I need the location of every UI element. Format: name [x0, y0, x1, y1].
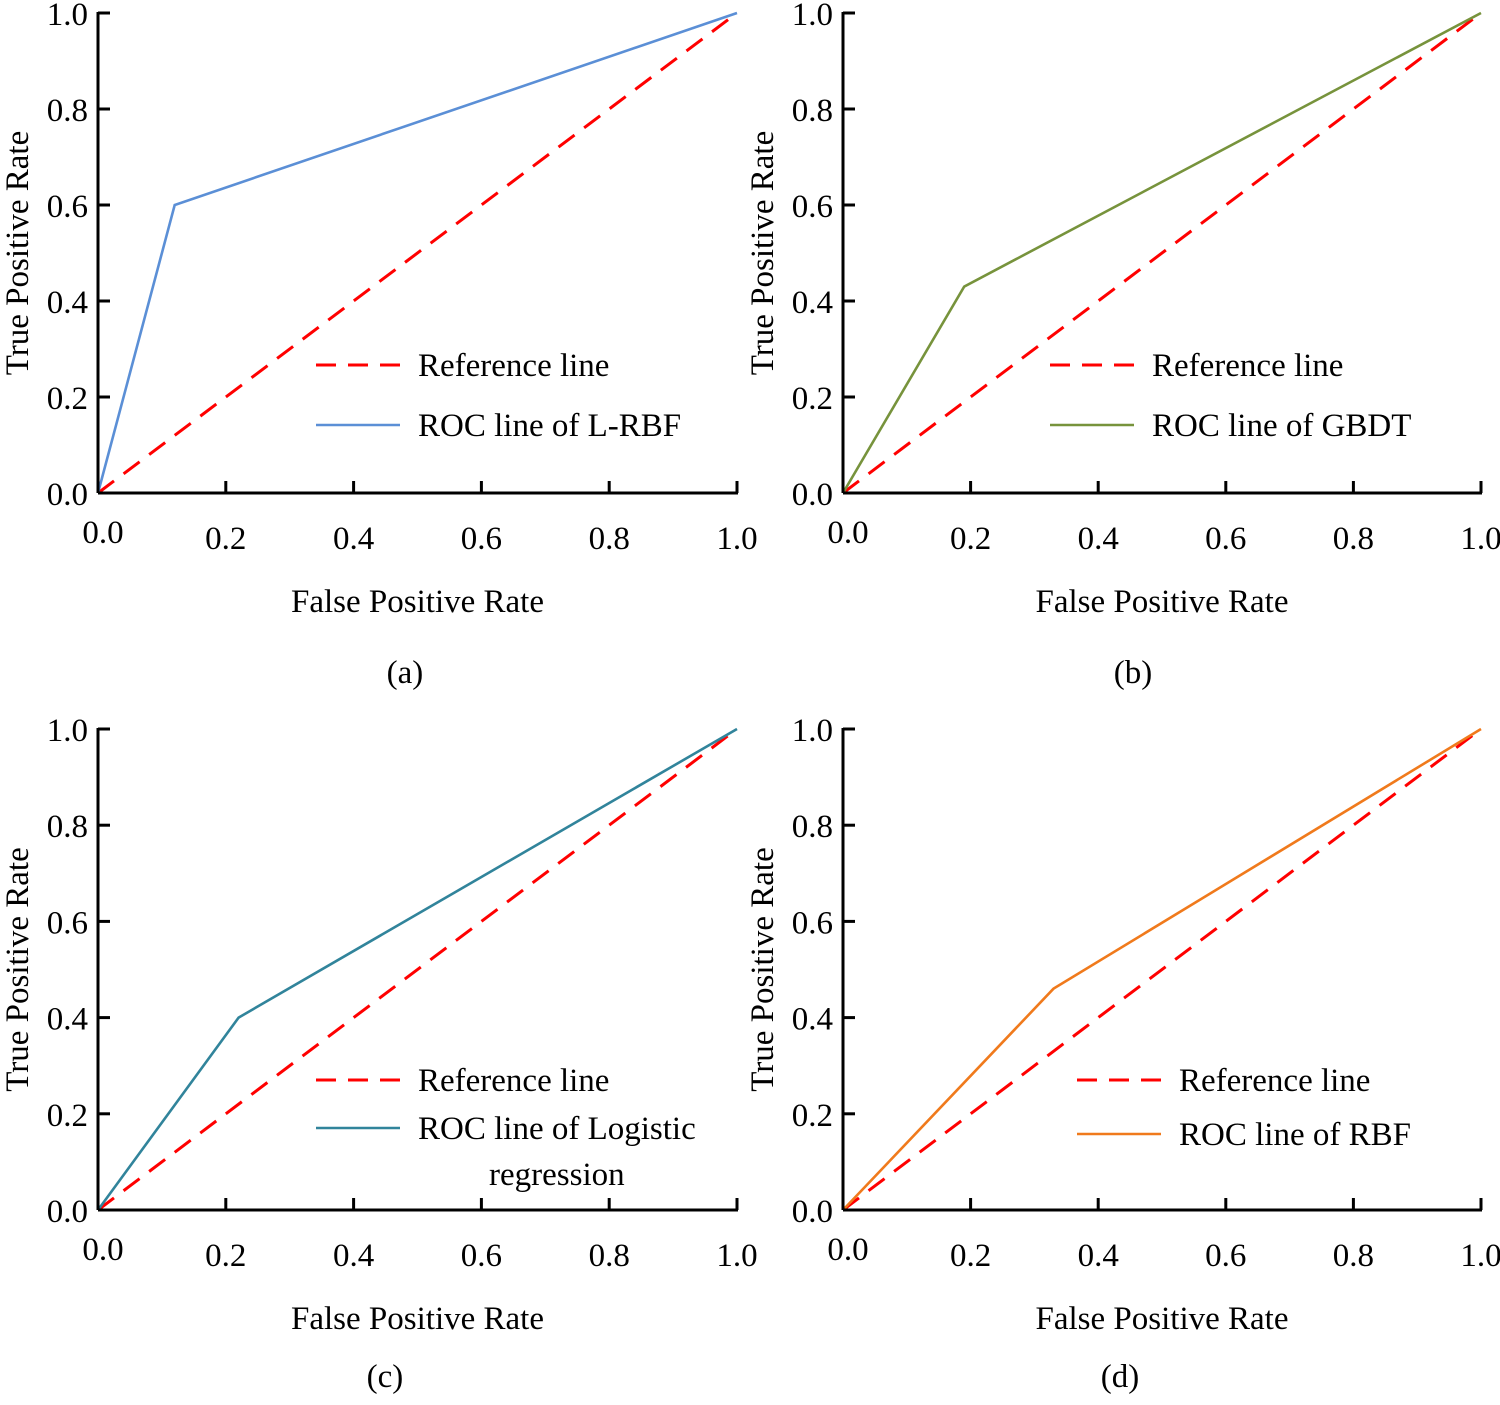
chart-panel-1: 0.0 0.2 0.4 0.6 0.8 1.0 0.0 0.2 0.4 0.6 0.8 1.0 Fals… — [0, 0, 758, 691]
reference-line — [842, 11, 1482, 495]
y-axis-title: True Positive Rate — [0, 131, 36, 375]
legend-label: Reference line — [1152, 348, 1343, 384]
legend-label: ROC line of L-RBF — [418, 408, 681, 444]
legend-label: Reference line — [418, 1063, 609, 1099]
chart-panel-4: 0.0 0.2 0.4 0.6 0.8 1.0 0.0 0.2 0.4 0.6 0.8 1.0 Fals… — [745, 713, 1500, 1395]
panel-caption: (d) — [1101, 1359, 1139, 1395]
x-axis-title: False Positive Rate — [291, 1301, 544, 1337]
y-tick-label: 0.2 — [47, 1098, 88, 1134]
panel-caption: (b) — [1114, 655, 1152, 691]
y-tick-label: 0.0 — [47, 477, 88, 513]
y-tick-label: 0.6 — [792, 189, 833, 225]
x-tick-label: 0.2 — [205, 1238, 246, 1274]
x-tick-label: 0.2 — [205, 521, 246, 557]
legend-label: ROC line of GBDT — [1152, 408, 1411, 444]
y-tick-label: 0.4 — [792, 285, 833, 321]
legend: Reference line ROC line of L-RBF — [316, 348, 681, 444]
x-tick-label: 0.2 — [950, 1238, 991, 1274]
legend: Reference line ROC line of Logistic regres… — [316, 1063, 696, 1193]
y-axis-title: True Positive Rate — [745, 131, 781, 375]
y-tick-label: 0.4 — [792, 1002, 833, 1038]
roc-line — [841, 11, 1482, 494]
x-tick-label: 0.8 — [589, 1238, 630, 1274]
y-axis-title: True Positive Rate — [0, 847, 36, 1091]
x-tick-label: 0.4 — [333, 521, 374, 557]
x-tick-label: 0.8 — [589, 521, 630, 557]
x-tick-label: 0.6 — [1205, 1238, 1246, 1274]
legend: Reference line ROC line of RBF — [1077, 1063, 1411, 1153]
x-tick-label: 0.6 — [461, 521, 502, 557]
y-tick-label: 0.2 — [792, 1098, 833, 1134]
y-tick-label: 1.0 — [792, 713, 833, 749]
x-tick-label: 0.8 — [1333, 521, 1374, 557]
x-axis-title: False Positive Rate — [1036, 584, 1289, 620]
x-tick-label: 0.0 — [827, 515, 868, 551]
x-tick-label: 1.0 — [1460, 1238, 1500, 1274]
x-tick-label: 0.2 — [950, 521, 991, 557]
x-axis-title: False Positive Rate — [1036, 1301, 1289, 1337]
y-tick-label: 0.8 — [47, 93, 88, 129]
y-tick-label: 0.2 — [792, 381, 833, 417]
roc-line — [96, 727, 738, 1211]
x-tick-label: 0.0 — [827, 1232, 868, 1268]
y-tick-label: 0.2 — [47, 381, 88, 417]
x-tick-label: 1.0 — [1460, 521, 1500, 557]
roc-line — [842, 727, 1482, 1211]
legend: Reference line ROC line of GBDT — [1050, 348, 1411, 444]
x-tick-label: 0.6 — [461, 1238, 502, 1274]
x-tick-label: 1.0 — [716, 1238, 757, 1274]
x-tick-label: 1.0 — [716, 521, 757, 557]
y-tick-label: 0.6 — [792, 905, 833, 941]
y-tick-label: 0.8 — [47, 809, 88, 845]
y-axis-title: True Positive Rate — [745, 847, 781, 1091]
chart-panel-2: 0.0 0.2 0.4 0.6 0.8 1.0 0.0 0.2 0.4 0.6 0.8 1.0 Fals… — [745, 0, 1500, 691]
x-tick-label: 0.0 — [82, 515, 123, 551]
y-tick-label: 0.8 — [792, 93, 833, 129]
y-tick-label: 1.0 — [47, 0, 88, 33]
y-tick-label: 1.0 — [47, 713, 88, 749]
x-tick-label: 0.4 — [333, 1238, 374, 1274]
x-tick-label: 0.4 — [1078, 521, 1119, 557]
x-tick-label: 0.4 — [1078, 1238, 1119, 1274]
y-tick-label: 0.8 — [792, 809, 833, 845]
legend-label: Reference line — [418, 348, 609, 384]
y-tick-label: 0.4 — [47, 1002, 88, 1038]
y-tick-label: 0.0 — [792, 477, 833, 513]
x-tick-label: 0.6 — [1205, 521, 1246, 557]
x-tick-label: 0.8 — [1333, 1238, 1374, 1274]
y-tick-label: 0.0 — [792, 1194, 833, 1230]
x-axis-title: False Positive Rate — [291, 584, 544, 620]
y-tick-label: 0.6 — [47, 905, 88, 941]
y-tick-label: 0.6 — [47, 189, 88, 225]
roc-line — [96, 11, 738, 494]
legend-label: ROC line of Logistic — [418, 1111, 696, 1147]
reference-line — [842, 727, 1482, 1212]
panel-caption: (c) — [367, 1359, 404, 1395]
y-tick-label: 0.4 — [47, 285, 88, 321]
y-tick-label: 0.0 — [47, 1194, 88, 1230]
chart-panel-3: 0.0 0.2 0.4 0.6 0.8 1.0 0.0 0.2 0.4 0.6 0.8 1.0 Fals… — [0, 713, 758, 1395]
legend-label: Reference line — [1179, 1063, 1370, 1099]
legend-label: regression — [489, 1157, 625, 1193]
reference-line — [97, 11, 738, 495]
panel-caption: (a) — [387, 655, 424, 691]
legend-label: ROC line of RBF — [1179, 1117, 1411, 1153]
reference-line — [97, 727, 738, 1212]
y-tick-label: 1.0 — [792, 0, 833, 33]
x-tick-label: 0.0 — [82, 1232, 123, 1268]
